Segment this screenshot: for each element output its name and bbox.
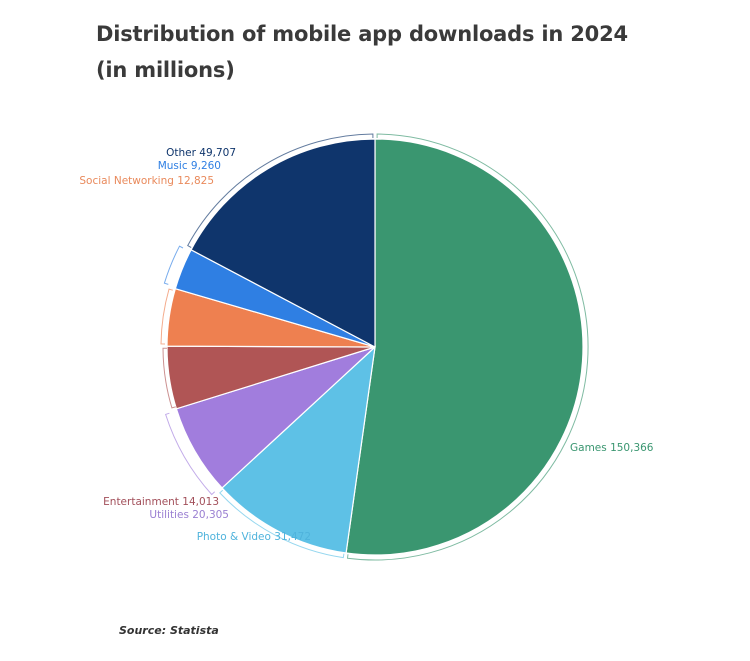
leader-bracket-games — [346, 133, 589, 561]
leader-bracket-entertainment — [162, 347, 176, 409]
slice-label-entertainment: Entertainment 14,013 — [103, 496, 219, 508]
slice-label-photo-video: Photo & Video 31,472 — [197, 531, 311, 543]
label-leader-lines — [160, 133, 589, 561]
leader-bracket-photo-video — [219, 489, 345, 559]
leader-bracket-social-networking — [160, 288, 173, 345]
chart-title-line-1: Distribution of mobile app downloads in … — [96, 22, 628, 46]
chart-title: Distribution of mobile app downloads in … — [96, 16, 696, 88]
chart-title-line-2: (in millions) — [96, 58, 235, 82]
leader-bracket-music — [163, 245, 184, 285]
leader-bracket-other — [187, 133, 374, 248]
pie-slice-other — [190, 138, 376, 348]
slice-labels: Games 150,366 Photo & Video 31,472 Utiliti… — [79, 147, 653, 543]
source-note: Source: Statista — [119, 624, 219, 637]
slice-label-music: Music 9,260 — [158, 160, 221, 172]
slice-label-other: Other 49,707 — [166, 147, 236, 159]
slice-label-games: Games 150,366 — [570, 442, 654, 454]
pie-slice-photo-video — [221, 345, 376, 554]
slice-label-utilities: Utilities 20,305 — [149, 509, 229, 521]
leader-bracket-utilities — [164, 412, 216, 496]
pie-slice-games — [345, 138, 584, 556]
pie-slices — [166, 138, 584, 556]
slice-label-social-networking: Social Networking 12,825 — [79, 175, 214, 187]
